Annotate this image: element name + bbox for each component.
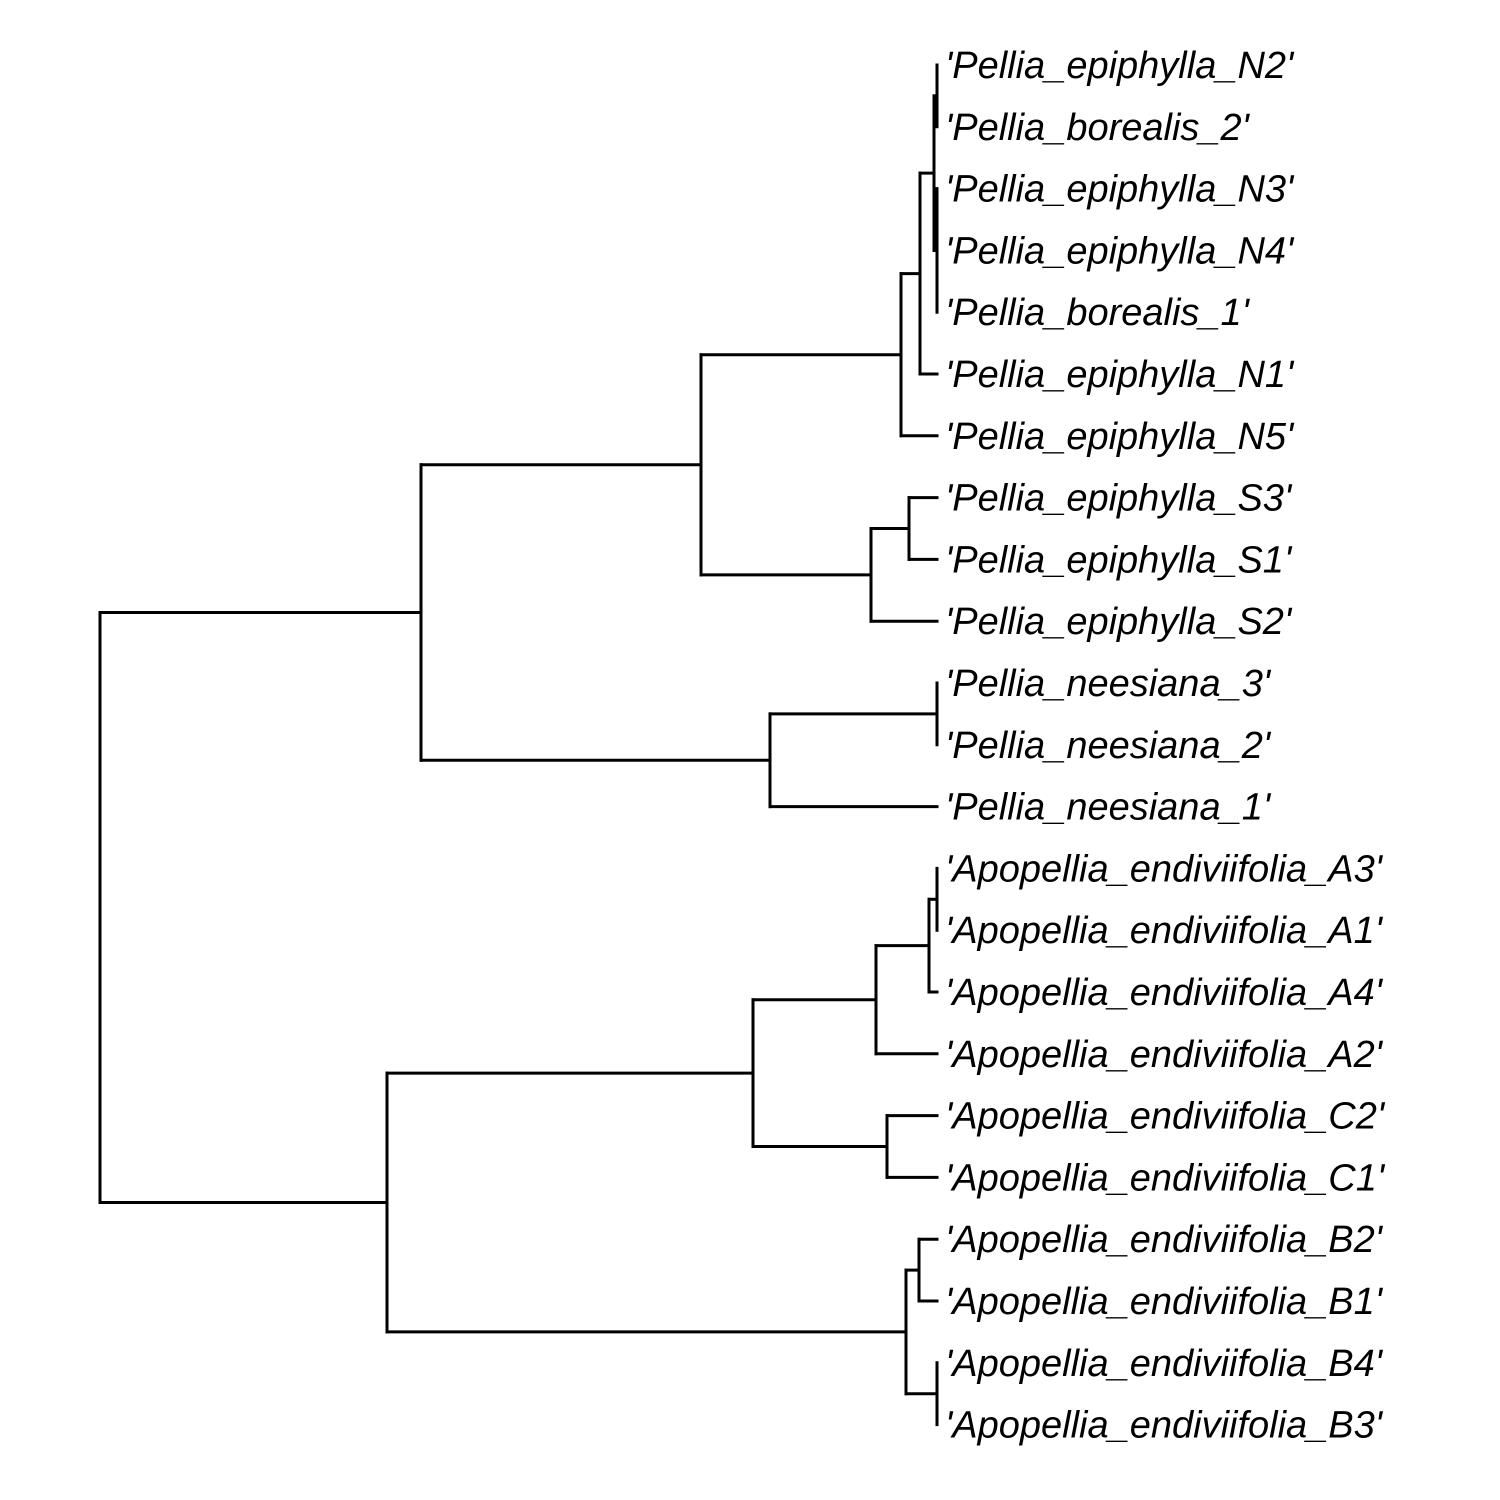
tip-label: 'Apopellia_endiviifolia_A2' (945, 1034, 1384, 1076)
tip-label: 'Apopellia_endiviifolia_A3' (945, 848, 1384, 890)
tip-label: 'Apopellia_endiviifolia_C2' (945, 1096, 1386, 1138)
tip-label: 'Apopellia_endiviifolia_B1' (945, 1281, 1384, 1323)
tree-branches (98, 63, 939, 1427)
tip-label: 'Pellia_neesiana_3' (945, 663, 1272, 705)
tip-label: 'Pellia_borealis_2' (945, 107, 1251, 149)
tip-label: 'Apopellia_endiviifolia_B2' (945, 1219, 1384, 1261)
tip-label: 'Pellia_borealis_1' (945, 292, 1251, 334)
tip-label: 'Pellia_epiphylla_S1' (945, 539, 1293, 581)
tip-label: 'Pellia_epiphylla_N1' (945, 354, 1295, 396)
tip-label: 'Pellia_epiphylla_N3' (945, 169, 1295, 211)
tip-label: 'Pellia_epiphylla_N2' (945, 45, 1295, 87)
tip-label: 'Apopellia_endiviifolia_B4' (945, 1343, 1384, 1385)
tip-label: 'Apopellia_endiviifolia_A1' (945, 910, 1384, 952)
tip-label: 'Pellia_epiphylla_N5' (945, 416, 1295, 458)
tip-label: 'Pellia_epiphylla_S2' (945, 601, 1293, 643)
tip-label: 'Pellia_epiphylla_N4' (945, 230, 1295, 272)
tip-label: 'Pellia_neesiana_2' (945, 725, 1272, 767)
tip-label: 'Apopellia_endiviifolia_A4' (945, 972, 1384, 1014)
tip-label: 'Pellia_epiphylla_S3' (945, 478, 1293, 520)
tip-label: 'Pellia_neesiana_1' (945, 787, 1272, 829)
tip-label: 'Apopellia_endiviifolia_B3' (945, 1405, 1384, 1447)
tip-label: 'Apopellia_endiviifolia_C1' (945, 1157, 1386, 1199)
tip-labels: 'Pellia_epiphylla_N2' 'Pellia_borealis_2'… (945, 45, 1386, 1447)
